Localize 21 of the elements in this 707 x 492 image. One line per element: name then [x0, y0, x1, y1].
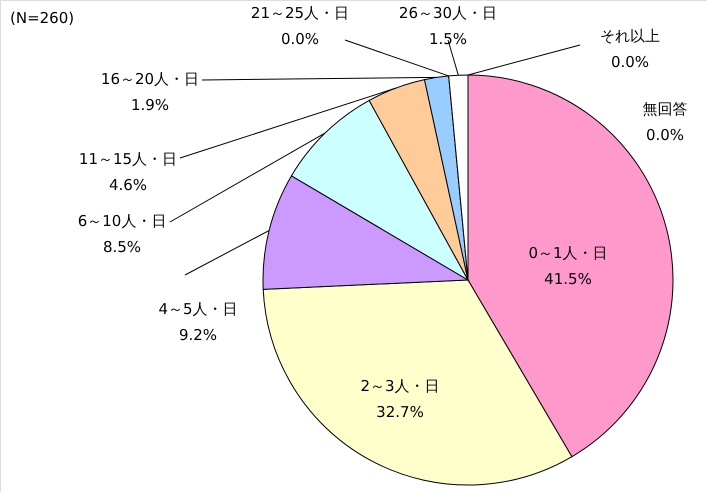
text: (N=260) — [10, 9, 74, 27]
slice-label: 16～20人・日 — [100, 70, 200, 88]
data-label: 41.5% — [544, 270, 592, 288]
category-label: 無回答 — [642, 100, 688, 118]
data-label: 1.9% — [130, 96, 170, 114]
data-label: 1.5% — [428, 30, 468, 48]
slice-label: 0～1人・日 — [528, 244, 608, 262]
slice-label: 26～30人・日 — [398, 4, 498, 22]
slice-label: 2～3人・日 — [360, 377, 440, 395]
data-label: 4.6% — [108, 176, 148, 194]
slice-label: 4～5人・日 — [158, 300, 238, 318]
data-label: 32.7% — [376, 403, 424, 421]
slice-label: 11～15人・日 — [78, 150, 178, 168]
text: 0.0% — [280, 30, 320, 48]
category-label: 21～25人・日 — [250, 4, 350, 22]
category-label: それ以上 — [600, 27, 660, 45]
data-label: 8.5% — [102, 238, 142, 256]
slice-label: 6～10人・日 — [78, 212, 166, 230]
text: 0.0% — [646, 126, 684, 144]
data-label: 9.2% — [178, 326, 218, 344]
text: 0.0% — [610, 53, 650, 71]
